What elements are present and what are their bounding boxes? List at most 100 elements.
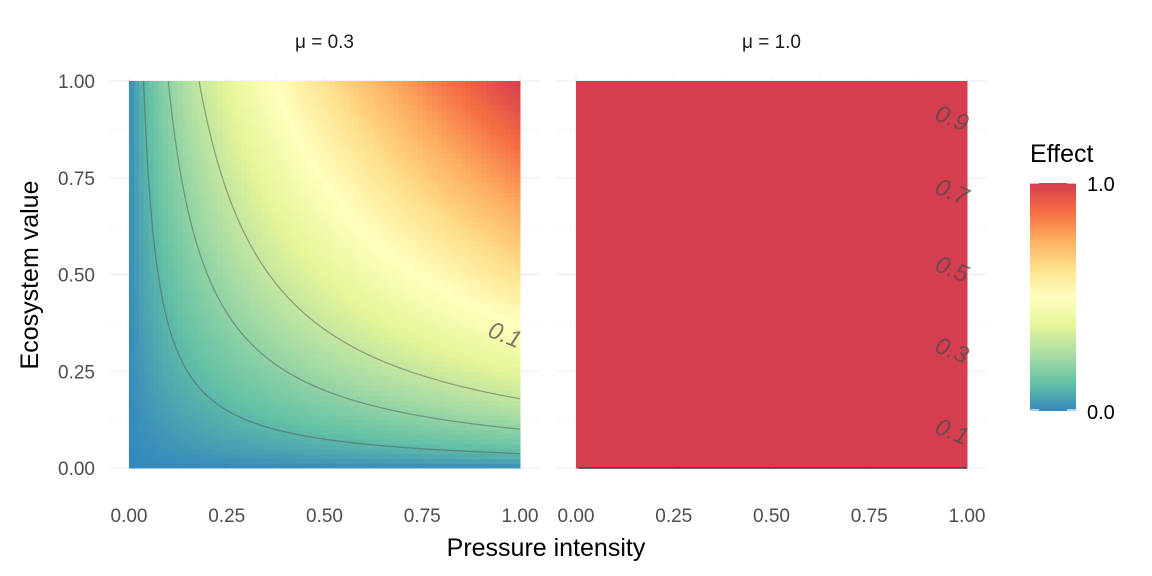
heatmap-cell xyxy=(241,81,247,87)
heatmap-cell xyxy=(300,342,306,348)
heatmap-cell xyxy=(163,119,169,126)
heatmap-cell xyxy=(348,409,355,416)
heatmap-cell xyxy=(197,187,203,193)
heatmap-cell xyxy=(314,110,321,116)
heatmap-cell xyxy=(407,134,414,140)
heatmap-cell xyxy=(304,361,311,368)
heatmap-cell xyxy=(153,356,159,363)
heatmap-cell xyxy=(163,453,169,459)
heatmap-cell xyxy=(148,177,155,184)
heatmap-cell xyxy=(197,216,203,222)
heatmap-cell xyxy=(300,371,306,377)
heatmap-cell xyxy=(153,129,159,135)
heatmap-cell xyxy=(368,337,374,343)
heatmap-cell xyxy=(163,448,169,455)
heatmap-cell xyxy=(348,366,355,372)
heatmap-cell xyxy=(182,293,189,300)
heatmap-cell xyxy=(133,168,140,174)
heatmap-cell xyxy=(290,400,296,406)
heatmap-cell xyxy=(412,347,418,353)
heatmap-cell xyxy=(226,269,233,276)
heatmap-cell xyxy=(256,458,262,464)
heatmap-cell xyxy=(397,395,404,401)
heatmap-cell xyxy=(427,419,433,426)
heatmap-cell xyxy=(143,201,150,208)
heatmap-cell xyxy=(153,201,159,208)
heatmap-cell xyxy=(422,250,428,256)
heatmap-cell xyxy=(300,168,306,174)
heatmap-cell xyxy=(129,206,135,213)
heatmap-cell xyxy=(368,264,374,271)
heatmap-cell xyxy=(373,322,379,329)
heatmap-cell xyxy=(392,85,399,92)
heatmap-cell xyxy=(148,81,155,87)
heatmap-cell xyxy=(207,279,213,285)
heatmap-cell xyxy=(260,390,267,397)
heatmap-cell xyxy=(412,143,418,150)
heatmap-cell xyxy=(422,255,428,261)
heatmap-cell xyxy=(417,356,423,363)
heatmap-cell xyxy=(192,419,199,426)
heatmap-cell xyxy=(388,230,394,237)
heatmap-cell xyxy=(290,129,296,135)
heatmap-cell xyxy=(221,293,228,300)
heatmap-cell xyxy=(314,119,321,126)
heatmap-cell xyxy=(334,255,340,261)
heatmap-cell xyxy=(251,264,257,271)
heatmap-cell xyxy=(241,308,247,314)
heatmap-cell xyxy=(378,264,384,271)
heatmap-cell xyxy=(260,85,267,92)
heatmap-cell xyxy=(158,380,164,387)
heatmap-cell xyxy=(202,347,208,353)
heatmap-cell xyxy=(285,172,291,179)
heatmap-cell xyxy=(319,322,326,329)
heatmap-cell xyxy=(182,380,189,387)
heatmap-cell xyxy=(378,332,384,338)
heatmap-cell xyxy=(348,448,355,455)
heatmap-cell xyxy=(197,197,203,203)
heatmap-cell xyxy=(402,313,409,319)
heatmap-cell xyxy=(241,211,247,218)
heatmap-cell xyxy=(226,351,233,358)
heatmap-cell xyxy=(309,332,316,338)
heatmap-cell xyxy=(348,158,355,164)
heatmap-cell xyxy=(182,458,189,464)
heatmap-cell xyxy=(153,216,159,222)
heatmap-cell xyxy=(129,376,135,382)
heatmap-cell xyxy=(260,129,267,135)
heatmap-cell xyxy=(353,124,360,130)
heatmap-cell xyxy=(192,318,199,324)
heatmap-cell xyxy=(187,289,194,295)
heatmap-cell xyxy=(368,143,374,150)
heatmap-cell xyxy=(358,371,365,377)
heatmap-cell xyxy=(314,303,321,309)
heatmap-cell xyxy=(241,206,247,213)
heatmap-cell xyxy=(412,230,418,237)
heatmap-cell xyxy=(285,110,291,116)
heatmap-cell xyxy=(260,124,267,130)
heatmap-cell xyxy=(226,347,233,353)
heatmap-cell xyxy=(378,458,384,464)
heatmap-cell xyxy=(383,240,389,247)
heatmap-cell xyxy=(270,187,277,193)
heatmap-cell xyxy=(236,119,243,126)
heatmap-cell xyxy=(256,95,262,101)
heatmap-cell xyxy=(383,385,389,392)
heatmap-cell xyxy=(295,100,301,106)
heatmap-cell xyxy=(158,313,164,319)
heatmap-cell xyxy=(290,134,296,140)
heatmap-cell xyxy=(392,419,399,426)
heatmap-cell xyxy=(138,366,145,372)
heatmap-cell xyxy=(324,255,330,261)
heatmap-cell xyxy=(226,250,233,256)
heatmap-cell xyxy=(265,182,272,189)
heatmap-cell xyxy=(295,226,301,232)
heatmap-cell xyxy=(397,313,404,319)
heatmap-cell xyxy=(236,269,243,276)
heatmap-cell xyxy=(358,245,365,251)
heatmap-cell xyxy=(402,129,409,135)
heatmap-cell xyxy=(148,85,155,92)
heatmap-cell xyxy=(324,376,330,382)
heatmap-cell xyxy=(265,90,272,97)
heatmap-cell xyxy=(368,385,374,392)
